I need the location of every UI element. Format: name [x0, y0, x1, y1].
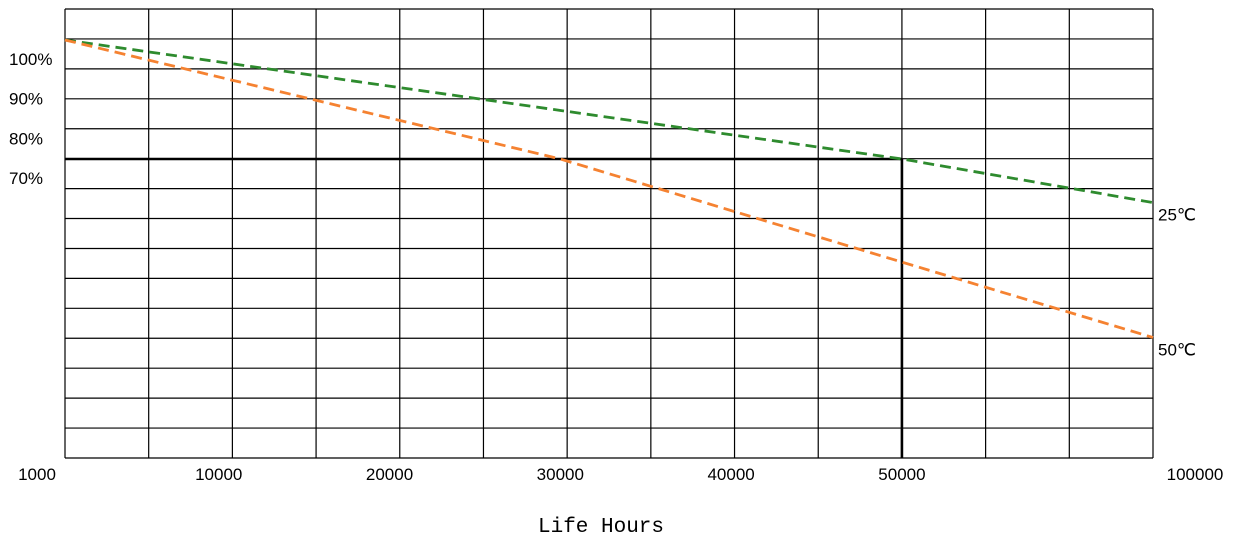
x-tick-label: 50000 [878, 465, 925, 484]
x-tick-label: 20000 [366, 465, 413, 484]
x-tick-label: 30000 [537, 465, 584, 484]
y-tick-label: 80% [9, 129, 43, 148]
series-labels: 25℃ 50℃ [1158, 206, 1196, 360]
series-label-50c: 50℃ [1158, 341, 1196, 360]
grid [64, 8, 1154, 459]
y-tick-label: 70% [9, 169, 43, 188]
x-tick-label: 100000 [1167, 465, 1224, 484]
y-axis-tick-labels: 100% 90% 80% 70% [9, 50, 52, 188]
y-tick-label: 90% [9, 90, 43, 109]
x-tick-label: 40000 [707, 465, 754, 484]
reference-lines [65, 157, 904, 458]
x-axis-tick-labels: 1000 10000 20000 30000 40000 50000 100000 [18, 465, 1223, 484]
x-axis-title: Life Hours [538, 516, 664, 534]
x-tick-label: 10000 [195, 465, 242, 484]
series-line-50c [64, 38, 1154, 339]
series-line-25c [64, 38, 1154, 204]
x-tick-label: 1000 [18, 465, 56, 484]
series-lines [64, 38, 1154, 339]
series-label-25c: 25℃ [1158, 206, 1196, 225]
y-tick-label: 100% [9, 50, 52, 69]
